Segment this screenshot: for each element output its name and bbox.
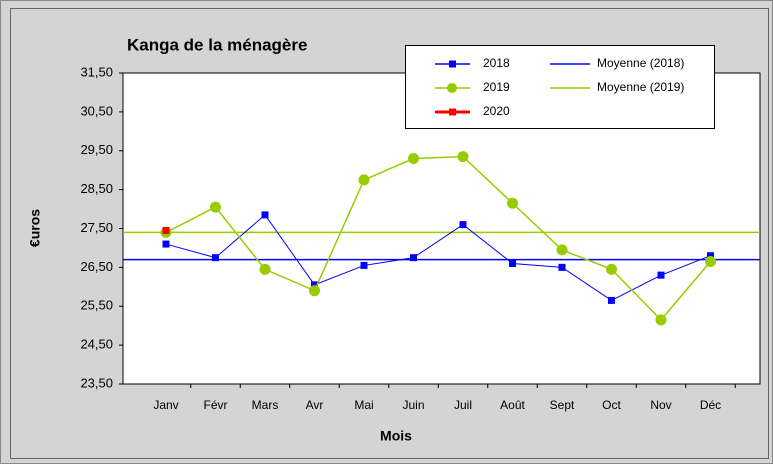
point [311, 281, 318, 289]
legend-label: Moyenne (2019) [597, 80, 684, 94]
x-tick-label: Juin [402, 398, 424, 412]
point [212, 254, 219, 262]
y-tick-label: 31,50 [80, 64, 113, 79]
point [655, 314, 667, 326]
point [309, 285, 320, 297]
x-tick-label: Août [500, 398, 525, 412]
x-tick-label: Janv [153, 398, 178, 412]
y-tick-label: 30,50 [80, 103, 113, 118]
x-tick-label: Mai [354, 398, 373, 412]
x-tick-label: Févr [204, 398, 228, 412]
legend-label: 2019 [483, 80, 510, 94]
point [657, 271, 665, 279]
point [507, 197, 518, 209]
x-tick-label: Sept [550, 398, 575, 412]
x-tick-label: Oct [602, 398, 621, 412]
point [608, 296, 615, 304]
y-tick-label: 24,50 [80, 337, 113, 352]
x-tick-label: Avr [306, 398, 324, 412]
y-tick-label: 23,50 [80, 375, 113, 390]
chart-title: Kanga de la ménagère [127, 35, 307, 54]
point [259, 263, 271, 275]
point [360, 261, 368, 269]
series-line [165, 155, 712, 321]
point [162, 240, 170, 248]
y-axis-label: €uros [27, 209, 43, 247]
point [509, 259, 516, 267]
point [410, 254, 417, 262]
legend [405, 45, 715, 129]
point [162, 226, 170, 234]
y-tick-label: 27,50 [80, 220, 113, 235]
point [705, 256, 716, 268]
x-tick-label: Mars [252, 398, 279, 412]
series-line [165, 214, 711, 301]
point [408, 153, 419, 165]
x-tick-label: Nov [650, 398, 671, 412]
point [210, 201, 221, 213]
point [261, 211, 269, 219]
legend-marker [449, 108, 456, 116]
legend-marker [447, 83, 457, 93]
point [556, 244, 568, 256]
point [707, 252, 714, 260]
legend-marker [449, 60, 456, 68]
point [459, 221, 467, 229]
x-axis-label: Mois [380, 428, 412, 444]
point [358, 174, 370, 186]
y-tick-label: 26,50 [80, 259, 113, 274]
legend-label: Moyenne (2018) [597, 56, 684, 70]
legend-label: 2018 [483, 56, 510, 70]
point [558, 263, 566, 271]
point [457, 151, 469, 163]
x-tick-label: Déc [700, 398, 721, 412]
point [606, 263, 617, 275]
x-tick-label: Juil [454, 398, 472, 412]
y-tick-label: 28,50 [80, 181, 113, 196]
y-tick-label: 29,50 [80, 142, 113, 157]
legend-label: 2020 [483, 104, 510, 118]
y-tick-label: 25,50 [80, 298, 113, 313]
